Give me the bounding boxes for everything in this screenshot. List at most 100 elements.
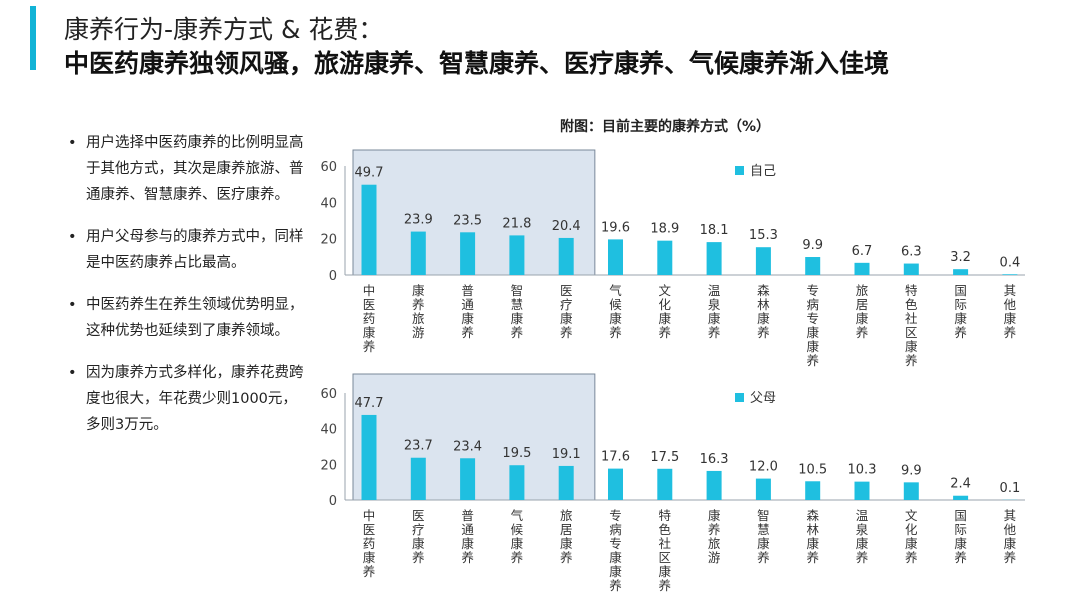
page-subtitle: 中医药康养独领风骚，旅游康养、智慧康养、医疗康养、气候康养渐入佳境 xyxy=(64,49,890,78)
value-label: 21.8 xyxy=(502,216,531,231)
value-label: 3.2 xyxy=(950,250,971,265)
bar xyxy=(854,262,870,275)
category-label-char: 文 xyxy=(905,508,918,523)
value-label: 12.0 xyxy=(749,460,778,475)
bar xyxy=(410,457,426,500)
category-label-char: 养 xyxy=(856,550,869,565)
value-label: 17.6 xyxy=(601,450,630,465)
category-label-char: 疗 xyxy=(560,297,573,312)
category-label-char: 国 xyxy=(954,283,967,298)
value-label: 2.4 xyxy=(950,477,971,492)
category-label-char: 养 xyxy=(905,550,918,565)
category-label-char: 他 xyxy=(1004,297,1017,312)
category-label-char: 特 xyxy=(659,508,672,523)
bullet-item: • 因为康养方式多样化，康养花费跨度也很大，年花费少则1000元，多则3万元。 xyxy=(68,360,308,438)
category-label-char: 气 xyxy=(609,283,622,298)
category-label-char: 康 xyxy=(609,564,622,579)
bar xyxy=(903,482,919,500)
category-label-char: 医 xyxy=(363,522,376,537)
bar xyxy=(903,263,919,275)
category-label-char: 康 xyxy=(659,564,672,579)
category-label-char: 康 xyxy=(659,311,672,326)
category-label-char: 康 xyxy=(1004,536,1017,551)
value-label: 49.7 xyxy=(355,166,384,181)
bar xyxy=(410,231,426,275)
bullet-item: • 用户父母参与的康养方式中，同样是中医药康养占比最高。 xyxy=(68,224,308,276)
category-label-char: 泉 xyxy=(708,297,721,312)
category-label-char: 慧 xyxy=(511,297,524,312)
bar xyxy=(755,478,771,500)
category-label-char: 康 xyxy=(461,311,474,326)
bar xyxy=(460,232,476,275)
value-label: 10.5 xyxy=(798,462,827,477)
category-label-char: 养 xyxy=(412,550,425,565)
category-label-char: 康 xyxy=(560,536,573,551)
category-label-char: 康 xyxy=(412,283,425,298)
category-label-char: 林 xyxy=(757,297,770,312)
category-label-char: 养 xyxy=(560,325,573,340)
bullet-dot: • xyxy=(68,135,77,151)
category-label-char: 化 xyxy=(905,522,918,537)
category-label-char: 养 xyxy=(609,578,622,593)
bar xyxy=(361,414,377,500)
category-label-char: 康 xyxy=(806,536,819,551)
bullet-item: • 用户选择中医药康养的比例明显高于其他方式，其次是康养旅游、普通康养、智慧康养… xyxy=(68,130,308,208)
bullet-dot: • xyxy=(68,229,77,245)
category-label-char: 通 xyxy=(461,297,474,312)
title-accent-bar xyxy=(30,6,36,70)
category-label-char: 候 xyxy=(609,297,622,312)
category-label-char: 中 xyxy=(363,283,376,298)
category-label-char: 养 xyxy=(806,550,819,565)
bar xyxy=(460,458,476,500)
value-label: 23.7 xyxy=(404,439,433,454)
y-tick-label: 20 xyxy=(320,233,337,248)
category-label-char: 智 xyxy=(757,508,770,523)
value-label: 6.3 xyxy=(901,245,922,260)
category-label-char: 康 xyxy=(708,311,721,326)
category-label-char: 康 xyxy=(954,311,967,326)
value-label: 16.3 xyxy=(700,452,729,467)
value-label: 23.9 xyxy=(404,213,433,228)
category-label-char: 养 xyxy=(609,325,622,340)
category-label-char: 养 xyxy=(1004,325,1017,340)
bar xyxy=(706,470,722,500)
bar xyxy=(657,240,673,275)
value-label: 18.9 xyxy=(650,222,679,237)
category-label-char: 养 xyxy=(511,550,524,565)
bar xyxy=(755,247,771,275)
bar xyxy=(706,242,722,275)
bar xyxy=(509,465,525,500)
category-label-char: 专 xyxy=(609,508,622,523)
value-label: 19.5 xyxy=(502,446,531,461)
category-label-char: 医 xyxy=(363,297,376,312)
category-label-char: 养 xyxy=(461,550,474,565)
bar xyxy=(805,257,821,275)
value-label: 23.4 xyxy=(453,439,482,454)
category-label-char: 康 xyxy=(609,550,622,565)
category-label-char: 康 xyxy=(806,339,819,354)
category-label-char: 养 xyxy=(757,325,770,340)
category-label-char: 药 xyxy=(363,536,376,551)
bullet-text: 用户选择中医药康养的比例明显高于其他方式，其次是康养旅游、普通康养、智慧康养、医… xyxy=(86,135,304,203)
y-tick-label: 60 xyxy=(320,387,337,402)
category-label-char: 康 xyxy=(609,311,622,326)
category-label-char: 康 xyxy=(560,311,573,326)
category-label-char: 温 xyxy=(856,508,869,523)
category-label-char: 其 xyxy=(1004,283,1017,298)
page-title: 康养行为-康养方式 & 花费： xyxy=(64,15,384,44)
category-label-char: 康 xyxy=(461,536,474,551)
category-label-char: 其 xyxy=(1004,508,1017,523)
category-label-char: 色 xyxy=(905,297,918,312)
category-label-char: 康 xyxy=(363,550,376,565)
y-tick-label: 60 xyxy=(320,160,337,175)
y-tick-label: 0 xyxy=(329,269,337,284)
category-label-char: 康 xyxy=(757,536,770,551)
bullet-item: • 中医药养生在养生领域优势明显，这种优势也延续到了康养领域。 xyxy=(68,292,308,344)
category-label-char: 气 xyxy=(511,508,524,523)
category-label-char: 游 xyxy=(412,325,425,340)
category-label-char: 养 xyxy=(560,550,573,565)
bar xyxy=(608,468,623,500)
category-label-char: 康 xyxy=(905,536,918,551)
category-label-char: 康 xyxy=(412,536,425,551)
